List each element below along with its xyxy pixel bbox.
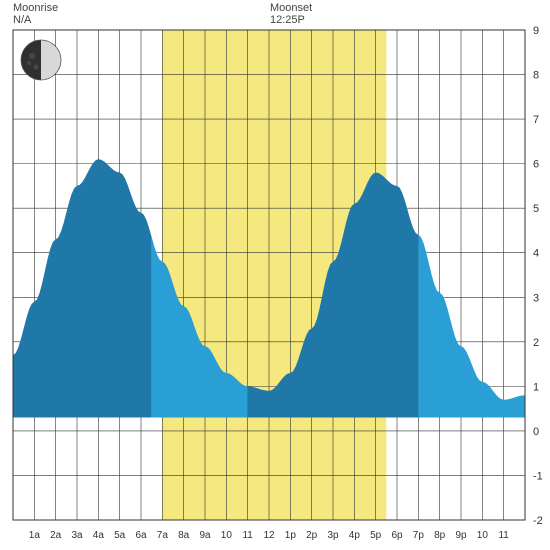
svg-text:10: 10 bbox=[221, 530, 233, 541]
svg-text:2p: 2p bbox=[306, 530, 318, 541]
svg-text:6p: 6p bbox=[391, 530, 403, 541]
svg-text:10: 10 bbox=[477, 530, 489, 541]
svg-text:7p: 7p bbox=[413, 530, 425, 541]
svg-text:5: 5 bbox=[533, 203, 539, 215]
svg-text:1: 1 bbox=[533, 381, 539, 393]
svg-text:8p: 8p bbox=[434, 530, 446, 541]
svg-text:5a: 5a bbox=[114, 530, 126, 541]
svg-text:11: 11 bbox=[498, 530, 509, 541]
tide-chart: -2-101234567891a2a3a4a5a6a7a8a9a1011121p… bbox=[0, 0, 550, 550]
svg-text:9a: 9a bbox=[199, 530, 211, 541]
svg-text:9: 9 bbox=[533, 25, 539, 37]
svg-text:9p: 9p bbox=[455, 530, 467, 541]
moonrise-value: N/A bbox=[13, 14, 31, 26]
moonset-label: Moonset bbox=[270, 2, 312, 14]
svg-text:6a: 6a bbox=[135, 530, 147, 541]
x-axis-labels: 1a 2a 3a 4a 5a 6a 7a 8a 9a 10 11 12 1p 2p 3p 4p 5p 6p 7p 8p… bbox=[29, 530, 510, 541]
svg-text:0: 0 bbox=[533, 426, 539, 438]
svg-text:4p: 4p bbox=[349, 530, 361, 541]
svg-text:3: 3 bbox=[533, 292, 539, 304]
svg-text:6: 6 bbox=[533, 159, 539, 171]
svg-text:7a: 7a bbox=[157, 530, 169, 541]
moonrise-label: Moonrise bbox=[13, 2, 58, 14]
svg-text:4: 4 bbox=[533, 248, 539, 260]
svg-text:3a: 3a bbox=[71, 530, 83, 541]
svg-text:2a: 2a bbox=[50, 530, 62, 541]
svg-text:-1: -1 bbox=[533, 470, 543, 482]
svg-text:1a: 1a bbox=[29, 530, 41, 541]
svg-text:5p: 5p bbox=[370, 530, 382, 541]
svg-text:11: 11 bbox=[242, 530, 253, 541]
svg-text:7: 7 bbox=[533, 114, 539, 126]
svg-text:8a: 8a bbox=[178, 530, 190, 541]
svg-text:4a: 4a bbox=[93, 530, 105, 541]
svg-text:12: 12 bbox=[263, 530, 275, 541]
moonset-value: 12:25P bbox=[270, 14, 305, 26]
svg-text:2: 2 bbox=[533, 337, 539, 349]
svg-text:3p: 3p bbox=[327, 530, 339, 541]
svg-text:-2: -2 bbox=[533, 515, 543, 527]
tide-chart-container: Moonrise N/A Moonset 12:25P -2-101234567… bbox=[0, 0, 550, 550]
moon-phase-icon bbox=[21, 40, 61, 80]
svg-text:8: 8 bbox=[533, 70, 539, 82]
svg-text:1p: 1p bbox=[285, 530, 297, 541]
